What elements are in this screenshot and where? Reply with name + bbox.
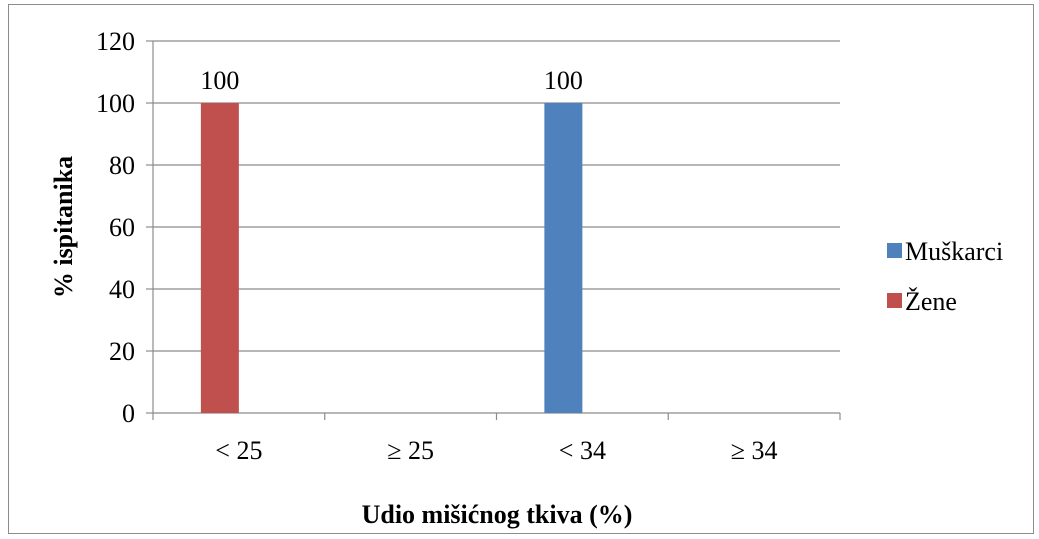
chart-frame <box>8 4 1034 534</box>
bar-muškarci <box>544 103 583 413</box>
legend-label: Žene <box>905 287 957 316</box>
bar-žene <box>200 103 239 413</box>
y-axis-title: % ispitanika <box>49 156 78 298</box>
legend: Muškarci Žene <box>887 237 1003 316</box>
legend-swatch <box>887 243 902 258</box>
x-tick-label: < 34 <box>559 436 606 465</box>
y-tick-label: 120 <box>96 27 135 56</box>
ticks: 0 20 40 60 80 100 120 < 25 ≥ 25 < 34 ≥ 34 <box>96 27 778 465</box>
x-axis-title: Udio mišićnog tkiva (%) <box>362 500 633 529</box>
y-tick-label: 20 <box>109 337 135 366</box>
gridlines <box>146 40 841 420</box>
data-label: 100 <box>200 66 239 95</box>
x-tick-label: < 25 <box>215 436 262 465</box>
y-tick-label: 60 <box>109 213 135 242</box>
y-tick-label: 0 <box>122 399 135 428</box>
data-labels: 100 100 <box>200 66 583 95</box>
bars <box>200 103 583 413</box>
x-tick-label: ≥ 25 <box>387 436 434 465</box>
legend-label: Muškarci <box>905 237 1003 266</box>
x-tick-label: ≥ 34 <box>731 436 778 465</box>
legend-swatch <box>887 293 902 308</box>
data-label: 100 <box>544 66 583 95</box>
y-tick-label: 100 <box>96 89 135 118</box>
y-tick-label: 40 <box>109 275 135 304</box>
y-tick-label: 80 <box>109 151 135 180</box>
